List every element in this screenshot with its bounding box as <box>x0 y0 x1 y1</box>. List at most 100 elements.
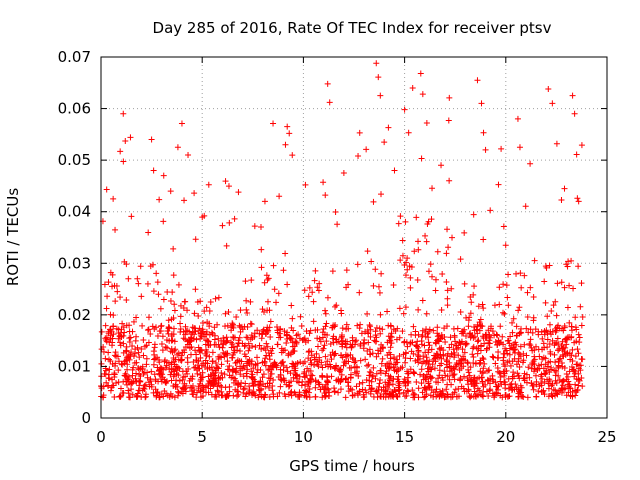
data-point <box>399 237 406 244</box>
data-point <box>512 381 519 388</box>
data-point <box>140 352 147 359</box>
data-point <box>544 336 551 343</box>
data-point <box>355 392 362 399</box>
data-point <box>556 387 563 394</box>
data-point <box>152 386 159 393</box>
data-point <box>103 186 110 193</box>
data-point <box>294 359 301 366</box>
data-point <box>564 304 571 311</box>
data-point <box>242 393 249 400</box>
data-point <box>226 383 233 390</box>
data-point <box>347 385 354 392</box>
data-point <box>134 275 141 282</box>
data-point <box>376 325 383 332</box>
data-point <box>315 287 322 294</box>
data-point <box>401 106 408 113</box>
data-point <box>438 162 445 169</box>
data-point <box>520 375 527 382</box>
data-point <box>259 374 266 381</box>
data-point <box>541 278 548 285</box>
data-point <box>546 341 553 348</box>
data-point <box>206 379 213 386</box>
data-point <box>419 389 426 396</box>
data-point <box>314 343 321 350</box>
data-point <box>518 384 525 391</box>
data-point <box>311 361 318 368</box>
data-point <box>130 378 137 385</box>
data-point <box>377 92 384 99</box>
data-point <box>275 373 282 380</box>
data-point <box>165 323 172 330</box>
data-point <box>124 381 131 388</box>
data-point <box>507 381 514 388</box>
data-point <box>571 110 578 117</box>
data-point <box>212 295 219 302</box>
data-point <box>367 323 374 330</box>
data-point <box>243 391 250 398</box>
data-point <box>282 347 289 354</box>
data-point <box>574 346 581 353</box>
data-point <box>154 279 161 286</box>
data-point <box>438 331 445 338</box>
data-point <box>270 262 277 269</box>
data-point <box>321 393 328 400</box>
data-point <box>135 349 142 356</box>
data-point <box>289 152 296 159</box>
data-point <box>429 273 436 280</box>
data-point <box>419 327 426 334</box>
data-point <box>339 325 346 332</box>
data-point <box>189 373 196 380</box>
data-point <box>560 377 567 384</box>
data-point <box>226 219 233 226</box>
data-point <box>437 346 444 353</box>
data-point <box>418 341 425 348</box>
data-point <box>415 246 422 253</box>
data-point <box>430 327 437 334</box>
data-point <box>469 351 476 358</box>
data-point <box>461 280 468 287</box>
data-point <box>425 218 432 225</box>
data-point <box>322 353 329 360</box>
data-point <box>337 386 344 393</box>
data-point <box>425 361 432 368</box>
data-point <box>187 351 194 358</box>
data-point <box>408 331 415 338</box>
data-point <box>256 387 263 394</box>
data-point <box>133 314 140 321</box>
data-point <box>314 361 321 368</box>
data-point <box>448 367 455 374</box>
data-point <box>167 298 174 305</box>
x-tick-labels: 0 5 10 15 20 25 <box>96 428 616 446</box>
data-point <box>125 353 132 360</box>
data-point <box>561 284 568 291</box>
data-point <box>310 318 317 325</box>
data-point <box>107 387 114 394</box>
data-point <box>556 345 563 352</box>
data-point <box>102 322 109 329</box>
data-point <box>462 333 469 340</box>
data-point <box>445 244 452 251</box>
data-point <box>438 390 445 397</box>
data-point <box>254 327 261 334</box>
data-point <box>385 386 392 393</box>
data-point <box>140 385 147 392</box>
data-point <box>464 360 471 367</box>
data-point <box>121 258 128 265</box>
data-point <box>331 385 338 392</box>
data-point <box>171 394 178 401</box>
data-point <box>490 354 497 361</box>
data-point <box>423 120 430 127</box>
data-point <box>281 391 288 398</box>
y-axis-title: ROTI / TECUs <box>4 188 22 286</box>
data-point <box>539 346 546 353</box>
data-point <box>133 394 140 401</box>
data-point <box>193 394 200 401</box>
data-point <box>462 341 469 348</box>
data-point <box>427 373 434 380</box>
data-point <box>273 299 280 306</box>
data-point <box>349 354 356 361</box>
data-point <box>451 332 458 339</box>
data-point <box>375 74 382 81</box>
data-point <box>444 364 451 371</box>
data-point <box>475 303 482 310</box>
